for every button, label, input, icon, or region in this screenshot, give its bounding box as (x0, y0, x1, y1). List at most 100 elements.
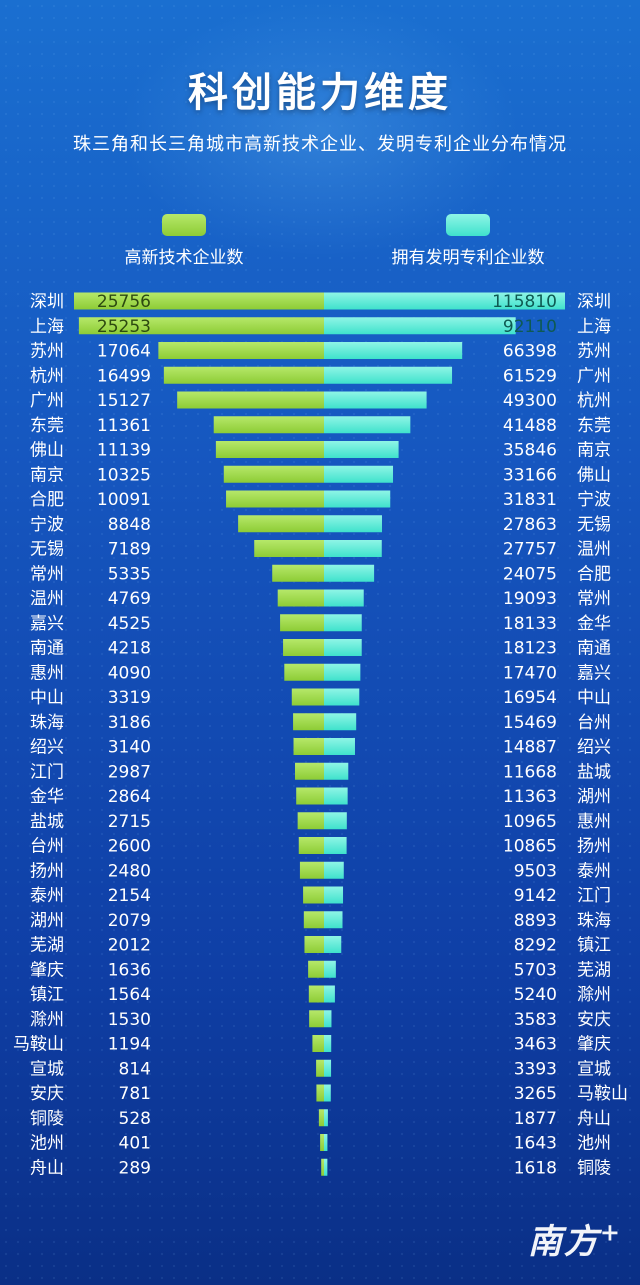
value-label-right: 8893 (514, 911, 557, 931)
bar-patent (324, 1010, 332, 1028)
city-label-left: 广州 (30, 391, 64, 411)
city-label-left: 安庆 (30, 1084, 64, 1104)
value-label-left: 3186 (108, 713, 151, 733)
bar-high-tech (299, 861, 324, 879)
value-label-right: 18123 (503, 639, 557, 659)
city-label-right: 金华 (577, 614, 611, 634)
value-label-left: 2600 (108, 837, 151, 857)
bar-patent (324, 317, 516, 335)
value-label-left: 10091 (97, 490, 151, 510)
value-label-right: 17470 (503, 663, 557, 683)
bar-patent (324, 1059, 332, 1077)
city-label-right: 宁波 (577, 490, 611, 510)
legend-swatch-high-tech (162, 214, 206, 236)
city-label-left: 盐城 (30, 812, 64, 832)
bar-patent (324, 985, 335, 1003)
bar-patent (324, 911, 343, 929)
city-label-left: 合肥 (30, 490, 64, 510)
city-label-right: 南通 (577, 639, 611, 659)
value-label-right: 27863 (503, 515, 557, 535)
bar-high-tech (297, 812, 324, 830)
city-label-left: 无锡 (30, 540, 64, 560)
value-label-right: 10965 (503, 812, 557, 832)
bar-high-tech (272, 564, 324, 582)
bar-patent (324, 540, 382, 557)
bar-high-tech (298, 837, 324, 854)
value-label-left: 814 (119, 1059, 151, 1079)
bar-patent (324, 1084, 331, 1102)
bar-patent (324, 688, 360, 706)
city-label-right: 常州 (577, 589, 611, 609)
city-label-right: 佛山 (577, 465, 611, 485)
city-label-left: 绍兴 (30, 738, 64, 758)
value-label-left: 781 (119, 1084, 151, 1104)
bar-high-tech (215, 441, 324, 458)
city-label-left: 金华 (30, 787, 64, 807)
value-label-right: 3463 (514, 1035, 557, 1055)
value-label-left: 2012 (108, 936, 151, 956)
bar-patent (324, 391, 427, 409)
city-label-right: 芜湖 (577, 960, 611, 980)
bar-high-tech (316, 1059, 324, 1077)
city-label-right: 宣城 (577, 1059, 611, 1079)
city-label-right: 湖州 (577, 787, 611, 807)
city-label-left: 扬州 (30, 861, 64, 881)
value-label-left: 1530 (108, 1010, 151, 1030)
city-label-left: 上海 (30, 317, 64, 337)
value-label-right: 41488 (503, 416, 557, 436)
city-label-right: 肇庆 (577, 1035, 611, 1055)
value-label-left: 8848 (108, 515, 151, 535)
city-label-right: 中山 (577, 688, 611, 708)
bar-patent (324, 465, 394, 483)
value-label-right: 8292 (514, 936, 557, 956)
bar-high-tech (223, 465, 324, 483)
value-label-right: 10865 (503, 837, 557, 857)
bar-high-tech (163, 366, 324, 384)
bar-patent (324, 936, 342, 953)
city-label-left: 宣城 (30, 1059, 64, 1079)
value-label-right: 9503 (514, 861, 557, 881)
city-label-right: 苏州 (577, 342, 611, 362)
value-label-right: 3265 (514, 1084, 557, 1104)
bar-patent (324, 861, 344, 879)
value-label-left: 25253 (97, 317, 151, 337)
city-label-left: 泰州 (30, 886, 64, 906)
bar-patent (324, 762, 349, 780)
city-label-left: 南京 (30, 465, 64, 485)
bar-high-tech (283, 639, 324, 656)
value-label-left: 15127 (97, 391, 151, 411)
value-label-right: 5240 (514, 985, 557, 1005)
city-label-left: 肇庆 (30, 960, 64, 980)
bar-patent (324, 342, 463, 359)
value-label-left: 289 (119, 1158, 151, 1178)
value-label-right: 92110 (503, 317, 557, 337)
value-label-left: 7189 (108, 540, 151, 560)
legend-swatch-patent (446, 214, 490, 236)
value-label-right: 61529 (503, 366, 557, 386)
value-label-left: 5335 (108, 564, 151, 584)
city-label-left: 湖州 (30, 911, 64, 931)
city-label-left: 珠海 (30, 713, 64, 733)
value-label-right: 18133 (503, 614, 557, 634)
value-label-left: 401 (119, 1134, 151, 1154)
city-label-right: 镇江 (577, 936, 611, 956)
city-label-right: 扬州 (577, 837, 611, 857)
city-label-left: 江门 (30, 762, 64, 782)
bar-high-tech (303, 886, 324, 904)
value-label-left: 1636 (108, 960, 151, 980)
value-label-right: 19093 (503, 589, 557, 609)
city-label-right: 泰州 (577, 861, 611, 881)
city-label-left: 台州 (30, 837, 64, 857)
bar-patent (324, 292, 565, 310)
value-label-left: 2480 (108, 861, 151, 881)
city-label-right: 温州 (577, 540, 611, 560)
city-label-right: 上海 (577, 317, 611, 337)
bar-high-tech (277, 589, 324, 607)
city-label-right: 铜陵 (577, 1158, 611, 1178)
bar-high-tech (238, 515, 324, 533)
value-label-right: 1877 (514, 1109, 557, 1129)
bar-high-tech (295, 762, 324, 780)
bar-high-tech (158, 342, 324, 359)
bar-high-tech (74, 292, 324, 310)
value-label-right: 15469 (503, 713, 557, 733)
